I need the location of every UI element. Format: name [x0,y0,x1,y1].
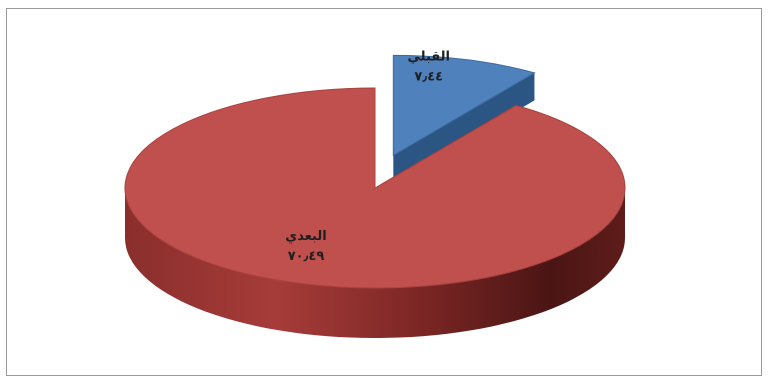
slice-value-label-1: ٧٫٤٤ [414,70,443,85]
slice-category-label-1: القبلي [408,50,450,65]
pie-slice-1 [392,54,536,157]
slice-category-label-2: البعدي [285,229,326,244]
pie-slice-2 [124,87,626,289]
slice-value-label-2: ٧٠٫٤٩ [288,249,325,264]
pie-labels: القبلي ٧٫٤٤ البعدي ٧٠٫٤٩ [285,50,450,264]
pie-slice-side-2 [125,188,625,338]
pie-slice-cut-face-1 [393,72,535,183]
pie-top-layer [124,54,626,289]
